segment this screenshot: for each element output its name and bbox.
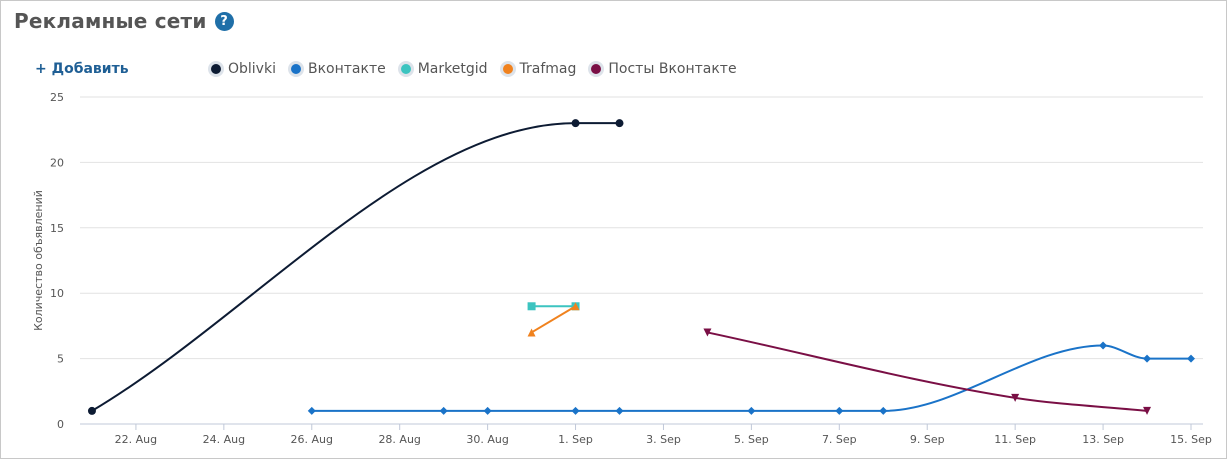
data-point-вконтакте [1099,341,1108,350]
x-tick-label: 15. Sep [1170,433,1212,446]
x-tick-label: 3. Sep [646,433,681,446]
legend-marker [397,61,414,77]
data-point-посты-вконтакте [703,328,712,337]
legend-marker [499,61,516,77]
chart-legend: Oblivki Вконтакте Marketgid Trafmag Пост… [208,61,749,77]
y-tick-label: 20 [50,156,64,169]
data-point-oblivki [87,406,96,415]
legend-marker [588,61,605,77]
data-point-вконтакте [571,406,580,415]
data-point-trafmag [527,328,536,337]
data-point-вконтакте [307,406,316,415]
data-point-посты-вконтакте [1143,406,1152,415]
y-tick-label: 10 [50,287,64,300]
legend-item-marketgid[interactable]: Marketgid [397,61,488,77]
x-tick-label: 26. Aug [291,433,333,446]
legend-label: Marketgid [417,61,488,77]
data-point-oblivki [571,119,580,128]
legend-item-trafmag[interactable]: Trafmag [499,61,577,77]
data-point-вконтакте [1187,354,1195,363]
x-tick-label: 5. Sep [734,433,769,446]
series-line-вконтакте [311,344,1191,412]
x-tick-label: 30. Aug [466,433,508,446]
data-point-посты-вконтакте [1011,393,1020,402]
x-tick-label: 11. Sep [994,433,1036,446]
y-axis-title: Количество объявлений [32,190,45,331]
data-point-вконтакте [439,406,448,415]
x-tick-label: 7. Sep [822,433,857,446]
y-tick-label: 25 [50,91,64,104]
data-point-вконтакте [615,406,624,415]
data-point-вконтакте [483,406,492,415]
page-title: Рекламные сети [14,9,207,33]
series-line-посты-вконтакте [707,331,1148,412]
legend-label: Trafmag [519,61,577,77]
title-row: Рекламные сети ? [14,9,234,33]
data-point-marketgid [527,302,536,311]
x-tick-label: 28. Aug [378,433,420,446]
x-tick-label: 13. Sep [1082,433,1124,446]
series-line-oblivki [91,122,620,412]
legend-item-oblivki[interactable]: Oblivki [208,61,276,77]
legend-label: Посты Вконтакте [608,61,737,77]
y-tick-label: 5 [57,353,64,366]
legend-item-posty-vkontakte[interactable]: Посты Вконтакте [588,61,737,77]
x-tick-label: 24. Aug [203,433,245,446]
data-point-вконтакте [835,406,844,415]
legend-item-vkontakte[interactable]: Вконтакте [287,61,386,77]
y-tick-label: 15 [50,222,64,235]
add-network-button[interactable]: + Добавить [35,61,129,77]
legend-marker [287,61,304,77]
question-circle-icon[interactable]: ? [214,11,234,31]
data-point-trafmag [571,302,580,311]
legend-marker [208,61,224,77]
x-tick-label: 22. Aug [115,433,157,446]
data-point-вконтакте [1143,354,1152,363]
x-tick-label: 9. Sep [910,433,945,446]
data-point-вконтакте [747,406,756,415]
data-point-oblivki [615,119,624,128]
legend-label: Вконтакте [307,61,386,77]
legend-label: Oblivki [228,61,276,77]
y-tick-label: 0 [57,418,64,431]
data-point-вконтакте [879,406,888,415]
series-line-trafmag [531,305,577,334]
x-tick-label: 1. Sep [558,433,593,446]
